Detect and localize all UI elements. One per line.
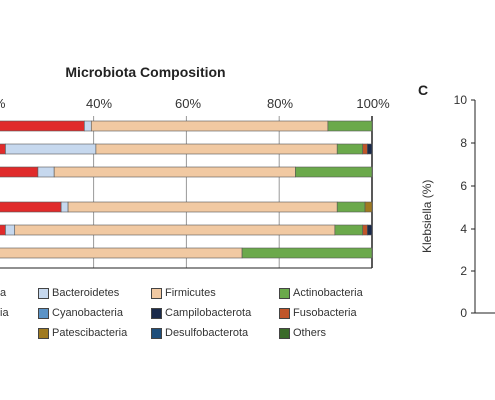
legend-label: Campilobacterota — [165, 307, 252, 319]
bar-segment-bacteroidetes — [5, 224, 16, 236]
x-tick-label: 80% — [266, 96, 294, 111]
bar-segment-actinobacteria — [295, 166, 373, 178]
legend-label: Firmicutes — [165, 287, 216, 299]
bar-segment-bacteroidetes — [37, 166, 55, 178]
legend-label: a — [0, 287, 7, 299]
y-tick-label: 4 — [460, 222, 467, 236]
legend-label: Patescibacteria — [52, 327, 128, 339]
legend-swatch — [151, 328, 162, 339]
bar-segment-proteobacteria — [0, 224, 6, 236]
y-tick-label: 0 — [460, 306, 467, 320]
legend-swatch — [151, 288, 162, 299]
x-tick-label: 100% — [356, 96, 390, 111]
bar-segment-firmicutes — [95, 143, 338, 155]
bar-segment-campilobacterota — [367, 224, 373, 236]
x-tick-label: 0% — [0, 96, 5, 111]
legend-swatch — [38, 328, 49, 339]
bar-segment-proteobacteria — [0, 166, 39, 178]
legend-label: ia — [0, 307, 9, 319]
bar-segment-firmicutes — [53, 166, 296, 178]
y-tick-label: 2 — [460, 264, 467, 278]
chart-title: Microbiota Composition — [65, 64, 226, 80]
bar-segment-fusobacteria — [362, 224, 368, 236]
bar-segment-firmicutes — [14, 224, 336, 236]
legend-label: Fusobacteria — [293, 307, 357, 319]
bar-segment-actinobacteria — [327, 120, 373, 132]
bar-segment-bacteroidetes — [5, 143, 97, 155]
y-tick-label: 10 — [453, 93, 467, 107]
legend-swatch — [151, 308, 162, 319]
legend-label: Cyanobacteria — [52, 307, 123, 319]
bar-segment-fusobacteria — [362, 143, 368, 155]
legend-label: Actinobacteria — [293, 287, 363, 299]
y-tick-label: 8 — [460, 136, 467, 150]
bar-segment-actinobacteria — [334, 224, 364, 236]
x-tick-label: 40% — [85, 96, 113, 111]
bar-segment-actinobacteria — [336, 143, 364, 155]
bar-segment-firmicutes — [90, 120, 329, 132]
y-tick-label: 6 — [460, 179, 467, 193]
legend-label: Others — [293, 327, 327, 339]
legend-label: Bacteroidetes — [52, 287, 120, 299]
legend-label: Desulfobacterota — [165, 327, 249, 339]
legend-swatch — [279, 288, 290, 299]
bar-segment-firmicutes — [67, 201, 338, 213]
bar-segment-bacteroidetes — [84, 120, 92, 132]
legend-swatch — [38, 288, 49, 299]
bar-segment-patescibacteria — [364, 201, 373, 213]
legend-swatch — [279, 308, 290, 319]
bar-segment-actinobacteria — [336, 201, 366, 213]
x-tick-label: 60% — [174, 96, 202, 111]
bar-segment-bacteroidetes — [60, 201, 69, 213]
bar-segment-proteobacteria — [0, 201, 62, 213]
bar-segment-actinobacteria — [241, 247, 373, 259]
bar-segment-firmicutes — [0, 247, 243, 259]
legend-swatch — [279, 328, 290, 339]
legend-swatch — [38, 308, 49, 319]
bar-segment-proteobacteria — [0, 143, 6, 155]
y-axis-label: Klebsiella (%) — [420, 179, 434, 253]
panel-label: C — [418, 82, 429, 98]
bar-segment-campilobacterota — [367, 143, 373, 155]
bar-segment-proteobacteria — [0, 120, 85, 132]
